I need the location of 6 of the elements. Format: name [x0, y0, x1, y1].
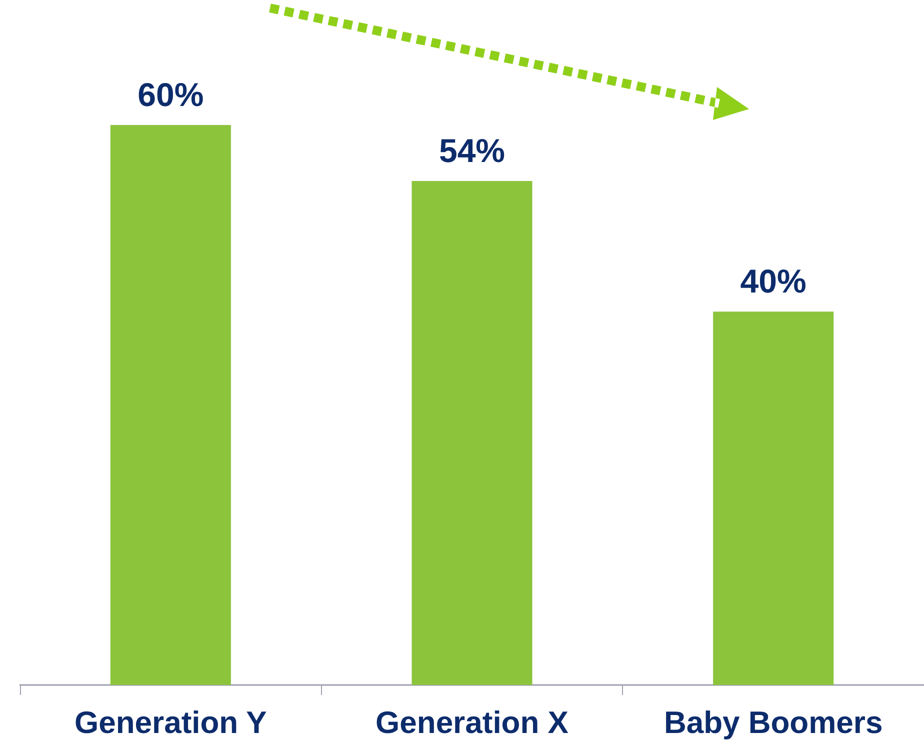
data-label: 54%: [438, 132, 506, 169]
x-tick-label: Baby Boomers: [664, 705, 883, 740]
data-label: 60%: [138, 76, 204, 113]
x-tick-label: Generation Y: [74, 705, 268, 740]
x-tick-label: Generation X: [376, 705, 569, 740]
data-label: 40%: [740, 262, 806, 300]
